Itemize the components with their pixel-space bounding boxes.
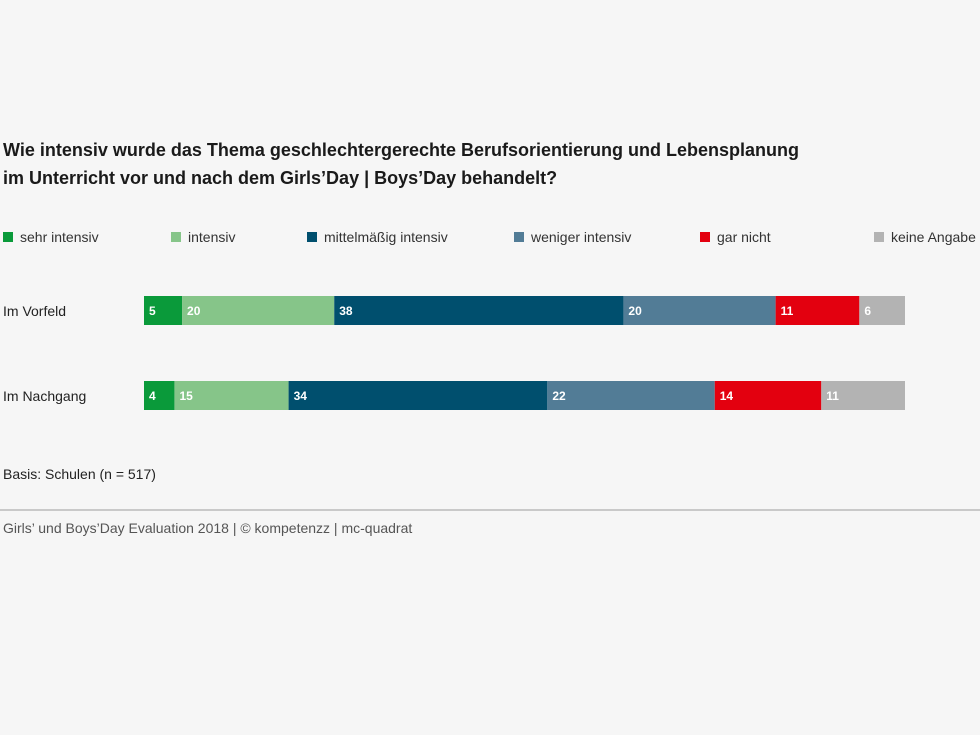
legend-swatch xyxy=(514,232,524,242)
bar-value-label: 11 xyxy=(781,304,794,318)
stacked-bar-chart: 5 20 38 20 11 6 4 15 34 22 14 11 xyxy=(144,296,905,410)
chart-title: Wie intensiv wurde das Thema geschlechte… xyxy=(3,136,963,192)
category-label-im-vorfeld: Im Vorfeld xyxy=(3,303,67,319)
legend-label: keine Angabe xyxy=(891,229,976,245)
source-footer: Girls’ und Boys’Day Evaluation 2018 | © … xyxy=(3,520,413,536)
legend-swatch xyxy=(700,232,710,242)
legend-item-gar-nicht: gar nicht xyxy=(700,229,771,245)
bar-segment xyxy=(714,381,822,410)
legend: sehr intensiv intensiv mittelmäßig inten… xyxy=(0,229,980,249)
legend-label: sehr intensiv xyxy=(20,229,99,245)
bar-value-label: 20 xyxy=(628,304,642,318)
legend-item-keine-angabe: keine Angabe xyxy=(874,229,976,245)
legend-swatch xyxy=(171,232,181,242)
bar-segment xyxy=(288,381,548,410)
bar-segment xyxy=(859,296,905,325)
legend-swatch xyxy=(307,232,317,242)
category-label-im-nachgang: Im Nachgang xyxy=(3,388,87,404)
bar-segment xyxy=(144,296,183,325)
legend-label: intensiv xyxy=(188,229,236,245)
bar-segment xyxy=(775,296,860,325)
bar-segment xyxy=(623,296,776,325)
bar-value-label: 6 xyxy=(864,304,871,318)
legend-swatch xyxy=(874,232,884,242)
bar-segment xyxy=(547,381,715,410)
bar-value-label: 34 xyxy=(294,389,308,403)
bar-segment xyxy=(182,296,335,325)
bar-segment xyxy=(821,381,905,410)
bar-segment xyxy=(144,381,175,410)
legend-item-sehr-intensiv: sehr intensiv xyxy=(3,229,99,245)
chart-title-line-1: Wie intensiv wurde das Thema geschlechte… xyxy=(3,140,799,160)
legend-item-intensiv: intensiv xyxy=(171,229,235,245)
legend-label: gar nicht xyxy=(717,229,771,245)
bar-segment xyxy=(334,296,624,325)
bar-value-label: 15 xyxy=(179,389,193,403)
bar-value-label: 38 xyxy=(339,304,353,318)
basis-note: Basis: Schulen (n = 517) xyxy=(3,466,156,482)
bar-value-label: 14 xyxy=(720,389,734,403)
legend-swatch xyxy=(3,232,13,242)
bar-value-label: 4 xyxy=(149,389,156,403)
bar-value-label: 22 xyxy=(552,389,566,403)
legend-item-mittelmaessig-intensiv: mittelmäßig intensiv xyxy=(307,229,448,245)
bar-value-label: 20 xyxy=(187,304,201,318)
legend-item-weniger-intensiv: weniger intensiv xyxy=(514,229,631,245)
legend-label: mittelmäßig intensiv xyxy=(324,229,448,245)
chart-title-line-2: im Unterricht vor und nach dem Girls’Day… xyxy=(3,168,558,188)
bar-segment xyxy=(174,381,289,410)
legend-label: weniger intensiv xyxy=(531,229,632,245)
bar-value-label: 11 xyxy=(826,389,839,403)
bar-value-label: 5 xyxy=(149,304,156,318)
footer-divider xyxy=(0,509,980,511)
